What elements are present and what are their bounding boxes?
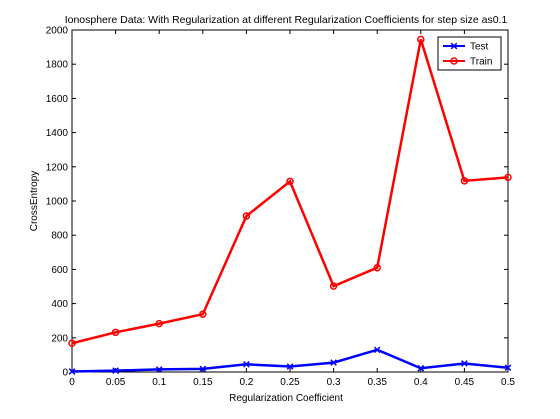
test-legend-marker — [450, 42, 458, 50]
chart-title: Ionosphere Data: With Regularization at … — [65, 14, 508, 26]
test-point — [461, 360, 468, 367]
test-point — [504, 364, 512, 372]
x-tick-label: 0.45 — [455, 377, 475, 388]
train-point — [504, 173, 512, 182]
train-series-line — [71, 39, 509, 345]
test-point — [155, 366, 163, 373]
x-tick-label: 0.5 — [501, 377, 515, 388]
test-point-stroke — [373, 346, 381, 354]
train-point — [155, 319, 163, 328]
test-point-stroke — [199, 365, 207, 373]
test-point-stroke — [504, 364, 512, 372]
x-tick-label: 0.4 — [414, 377, 428, 388]
train-point — [460, 177, 469, 185]
x-tick-label: 0 — [69, 377, 75, 388]
y-tick-label: 1000 — [46, 197, 69, 208]
test-point-stroke — [112, 367, 119, 374]
y-tick-label: 1800 — [46, 60, 69, 71]
test-point-stroke — [243, 360, 250, 368]
y-tick-label: 400 — [51, 299, 68, 310]
test-point-stroke — [286, 363, 294, 370]
y-tick-label: 1200 — [46, 162, 69, 173]
test-point — [68, 368, 76, 375]
test-point — [373, 346, 381, 354]
y-tick-label: 1600 — [46, 94, 69, 105]
train-point — [286, 177, 294, 186]
y-tick-label: 2000 — [46, 26, 69, 37]
y-tick-label: 200 — [51, 333, 68, 344]
train-point — [329, 282, 338, 290]
legend-box — [437, 36, 502, 71]
test-point — [417, 364, 425, 372]
test-point — [330, 359, 337, 366]
test-point — [199, 365, 207, 373]
y-tick-label: 600 — [51, 265, 68, 276]
x-tick-label: 0.2 — [239, 377, 253, 388]
test-point-stroke — [461, 360, 468, 367]
y-tick-label: 1400 — [46, 128, 69, 139]
test-point-stroke — [68, 368, 76, 375]
x-tick-label: 0.15 — [193, 377, 213, 388]
train-point — [417, 35, 425, 44]
y-axis-title: CrossEntropy — [29, 171, 40, 232]
plot-frame — [71, 29, 509, 373]
x-tick-label: 0.1 — [152, 377, 166, 388]
plot-area: 0 0.05 0.1 0.15 0.2 0.25 0.3 0.35 0.4 0.45 0.5 0 200… — [46, 26, 516, 389]
y-tick-label: 800 — [51, 231, 68, 242]
x-tick-label: 0.25 — [280, 377, 300, 388]
test-point-stroke — [330, 359, 337, 366]
train-legend-label: Train — [470, 57, 492, 68]
test-legend-label: Test — [470, 42, 489, 53]
train-point — [111, 328, 120, 337]
train-point — [199, 310, 207, 318]
y-tick-label: 0 — [62, 368, 68, 379]
legend: Test Train — [437, 36, 502, 71]
x-tick-label: 0.3 — [327, 377, 341, 388]
train-point — [242, 212, 251, 220]
x-tick-label: 0.35 — [367, 377, 387, 388]
test-point-stroke — [417, 364, 425, 372]
train-point — [68, 339, 76, 348]
x-axis-title: Regularization Coefficient — [229, 393, 343, 404]
x-tick-label: 0.05 — [106, 377, 126, 388]
test-point — [243, 360, 250, 368]
train-point — [373, 263, 381, 272]
test-point — [112, 367, 119, 374]
test-point-stroke — [155, 366, 163, 373]
test-point — [286, 363, 294, 370]
train-legend-marker — [450, 57, 458, 65]
